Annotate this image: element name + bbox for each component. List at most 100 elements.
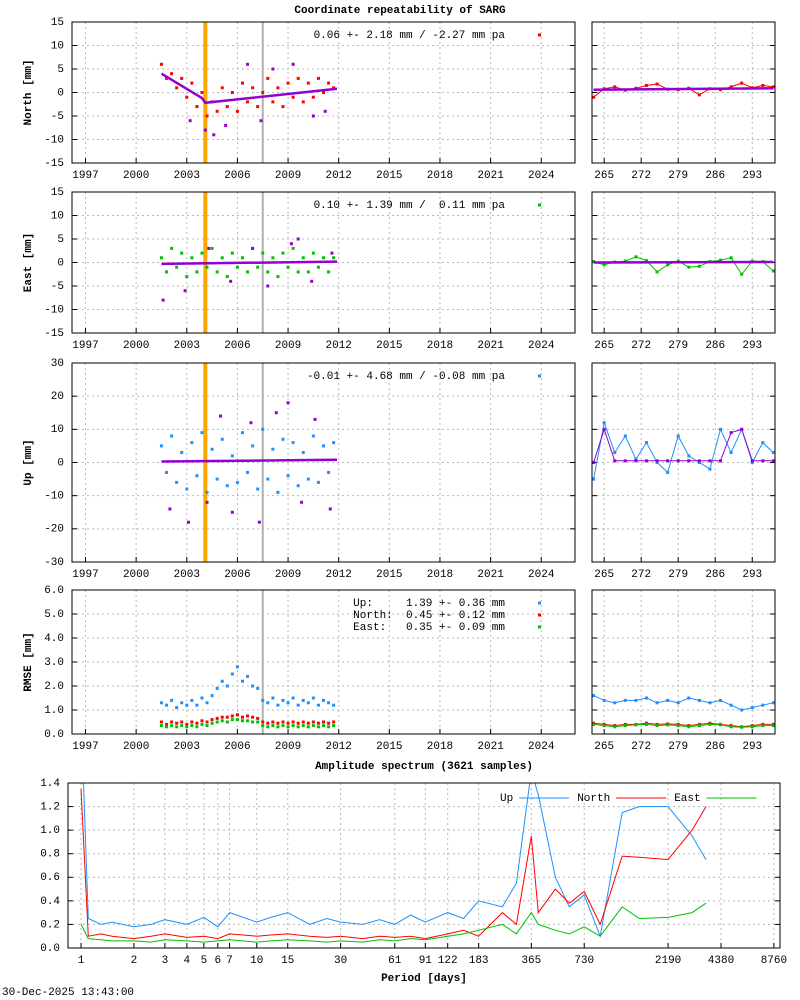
x-tick-label: 1997 [72,569,98,581]
point [592,260,596,264]
point [235,480,239,484]
y-tick-label: -5 [51,281,64,293]
point [200,696,204,700]
point [271,67,275,71]
point [332,720,336,724]
point [271,256,275,260]
point [251,444,255,448]
point [185,487,189,491]
point [185,722,189,726]
point [327,81,331,85]
x-tick-label: 5 [201,955,208,967]
plot-area [592,255,775,276]
y-tick-label: 0.6 [40,872,60,884]
series-line [593,723,774,728]
point [195,105,199,109]
point [697,264,701,268]
x-tick-label: 279 [668,340,688,352]
x-tick-label: 1 [78,955,85,967]
point [175,86,179,90]
point [602,421,606,425]
point [266,701,270,705]
x-tick-label: 2024 [528,741,555,753]
point [161,298,165,302]
point [592,477,596,481]
point [159,256,163,260]
y-tick-label: -15 [44,328,64,340]
point [266,76,270,80]
legend-swatch [538,33,541,37]
point [240,81,244,85]
legend-label: North: 0.45 +- 0.12 mm [353,610,505,622]
point [246,100,250,104]
point [623,459,627,463]
plot-frame [67,782,781,949]
point [229,279,233,283]
point [327,470,331,474]
point [330,251,334,255]
point [225,720,229,724]
point [205,490,209,494]
point [311,114,315,118]
legend-label: 0.10 +- 1.39 mm / 0.11 mm pa [314,200,506,212]
point [261,698,265,702]
x-tick-label: 2021 [477,170,504,182]
point [230,454,234,458]
point [186,520,190,524]
point [666,470,670,474]
point [676,701,680,705]
x-tick-label: 3 [162,955,169,967]
x-tick-label: 2000 [123,340,149,352]
point [185,95,189,99]
point [215,720,219,724]
point [676,434,680,438]
point [697,724,701,728]
point [205,265,209,269]
x-tick-label: 286 [705,340,725,352]
y-tick-label: 15 [51,17,64,29]
point [289,242,293,246]
point [220,679,224,683]
point [180,724,184,728]
point [306,81,310,85]
point [613,451,617,455]
y-tick-label: 15 [51,187,64,199]
x-tick-label: 2015 [376,340,402,352]
point [230,251,234,255]
point [771,459,775,463]
point [183,289,187,293]
point [271,724,275,728]
point [286,721,290,725]
series-line [80,902,707,943]
point [296,703,300,707]
x-tick-label: 2006 [224,170,250,182]
point [259,119,263,123]
point [708,459,712,463]
y-tick-label: 30 [51,358,64,370]
point [771,701,775,705]
point [771,724,775,728]
point [296,237,300,241]
point [697,93,701,97]
point [190,81,194,85]
point [281,720,285,724]
point [323,109,327,113]
point [602,263,606,267]
point [266,270,270,274]
point [750,461,754,464]
point [332,724,336,728]
point [676,459,680,463]
point [296,484,300,488]
point [281,251,285,255]
point [332,441,336,445]
y-tick-label: -15 [44,158,64,170]
point [266,725,270,729]
point [276,490,280,494]
point [230,672,234,676]
point [235,109,239,113]
series-line [593,87,774,91]
point [708,722,712,726]
point [246,719,250,723]
point [219,414,223,418]
